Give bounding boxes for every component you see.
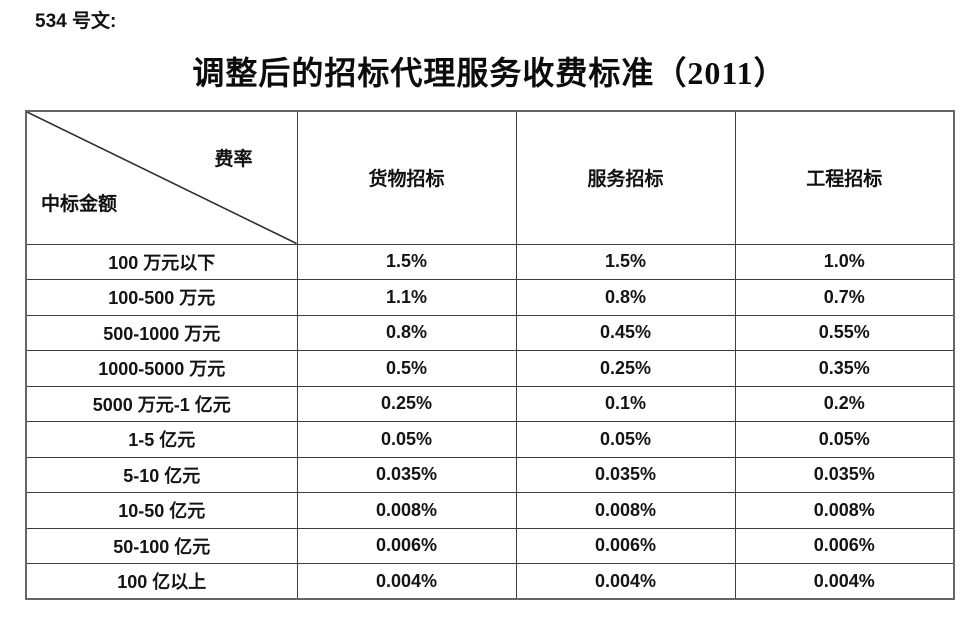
table-row: 1-5 亿元 0.05% 0.05% 0.05%	[25, 421, 955, 458]
fee-value: 0.006%	[515, 527, 736, 564]
fee-value: 0.55%	[734, 314, 955, 351]
corner-label-amount: 中标金额	[41, 193, 118, 215]
row-label: 1-5 亿元	[25, 421, 298, 458]
row-label: 1000-5000 万元	[25, 350, 298, 387]
fee-value: 0.004%	[515, 563, 736, 600]
fee-value: 0.35%	[734, 350, 955, 387]
fee-value: 0.008%	[515, 492, 736, 529]
table-row: 5-10 亿元 0.035% 0.035% 0.035%	[25, 456, 955, 493]
row-label: 100-500 万元	[25, 279, 298, 316]
table-row: 100 亿以上 0.004% 0.004% 0.004%	[25, 563, 955, 600]
fee-value: 0.035%	[734, 456, 955, 493]
fee-value: 0.05%	[296, 421, 517, 458]
table-row: 500-1000 万元 0.8% 0.45% 0.55%	[25, 314, 955, 351]
fee-value: 0.8%	[515, 279, 736, 316]
table-row: 5000 万元-1 亿元 0.25% 0.1% 0.2%	[25, 385, 955, 422]
table-row: 10-50 亿元 0.008% 0.008% 0.008%	[25, 492, 955, 529]
document-number-label: 534 号文:	[35, 11, 117, 32]
fee-value: 0.035%	[296, 456, 517, 493]
fee-value: 0.004%	[734, 563, 955, 600]
fee-value: 0.006%	[734, 527, 955, 564]
corner-label-rate: 费率	[214, 149, 253, 170]
fee-value: 1.0%	[734, 243, 955, 280]
row-label: 5000 万元-1 亿元	[25, 385, 298, 422]
table-body: 100 万元以下 1.5% 1.5% 1.0% 100-500 万元 1.1% …	[25, 243, 955, 600]
fee-value: 0.008%	[296, 492, 517, 529]
fee-rate-table: 费率 中标金额 货物招标 服务招标 工程招标 100 万元以下 1.5% 1.5…	[25, 110, 955, 600]
row-label: 50-100 亿元	[25, 527, 298, 564]
fee-value: 0.25%	[296, 385, 517, 422]
fee-value: 0.5%	[296, 350, 517, 387]
table-row: 50-100 亿元 0.006% 0.006% 0.006%	[25, 527, 955, 564]
row-label: 500-1000 万元	[25, 314, 298, 351]
fee-value: 0.008%	[734, 492, 955, 529]
fee-value: 0.05%	[734, 421, 955, 458]
fee-value: 0.8%	[296, 314, 517, 351]
column-header-engineering: 工程招标	[734, 110, 955, 245]
column-header-services: 服务招标	[515, 110, 736, 245]
row-label: 100 万元以下	[25, 243, 298, 280]
row-label: 100 亿以上	[25, 563, 298, 600]
fee-value: 0.45%	[515, 314, 736, 351]
fee-value: 0.006%	[296, 527, 517, 564]
fee-value: 0.035%	[515, 456, 736, 493]
fee-value: 0.05%	[515, 421, 736, 458]
fee-value: 0.004%	[296, 563, 517, 600]
diagonal-corner-cell: 费率 中标金额	[25, 110, 298, 245]
diagonal-divider-line	[27, 112, 296, 243]
fee-value: 1.5%	[296, 243, 517, 280]
table-row: 100-500 万元 1.1% 0.8% 0.7%	[25, 279, 955, 316]
column-header-goods: 货物招标	[296, 110, 517, 245]
table-row: 1000-5000 万元 0.5% 0.25% 0.35%	[25, 350, 955, 387]
row-label: 5-10 亿元	[25, 456, 298, 493]
row-label: 10-50 亿元	[25, 492, 298, 529]
fee-value: 0.1%	[515, 385, 736, 422]
fee-value: 0.2%	[734, 385, 955, 422]
fee-value: 0.25%	[515, 350, 736, 387]
fee-value: 1.1%	[296, 279, 517, 316]
table-row: 100 万元以下 1.5% 1.5% 1.0%	[25, 243, 955, 280]
table-header-row: 费率 中标金额 货物招标 服务招标 工程招标	[25, 110, 955, 245]
fee-value: 0.7%	[734, 279, 955, 316]
fee-value: 1.5%	[515, 243, 736, 280]
page-title: 调整后的招标代理服务收费标准（2011）	[192, 55, 787, 91]
